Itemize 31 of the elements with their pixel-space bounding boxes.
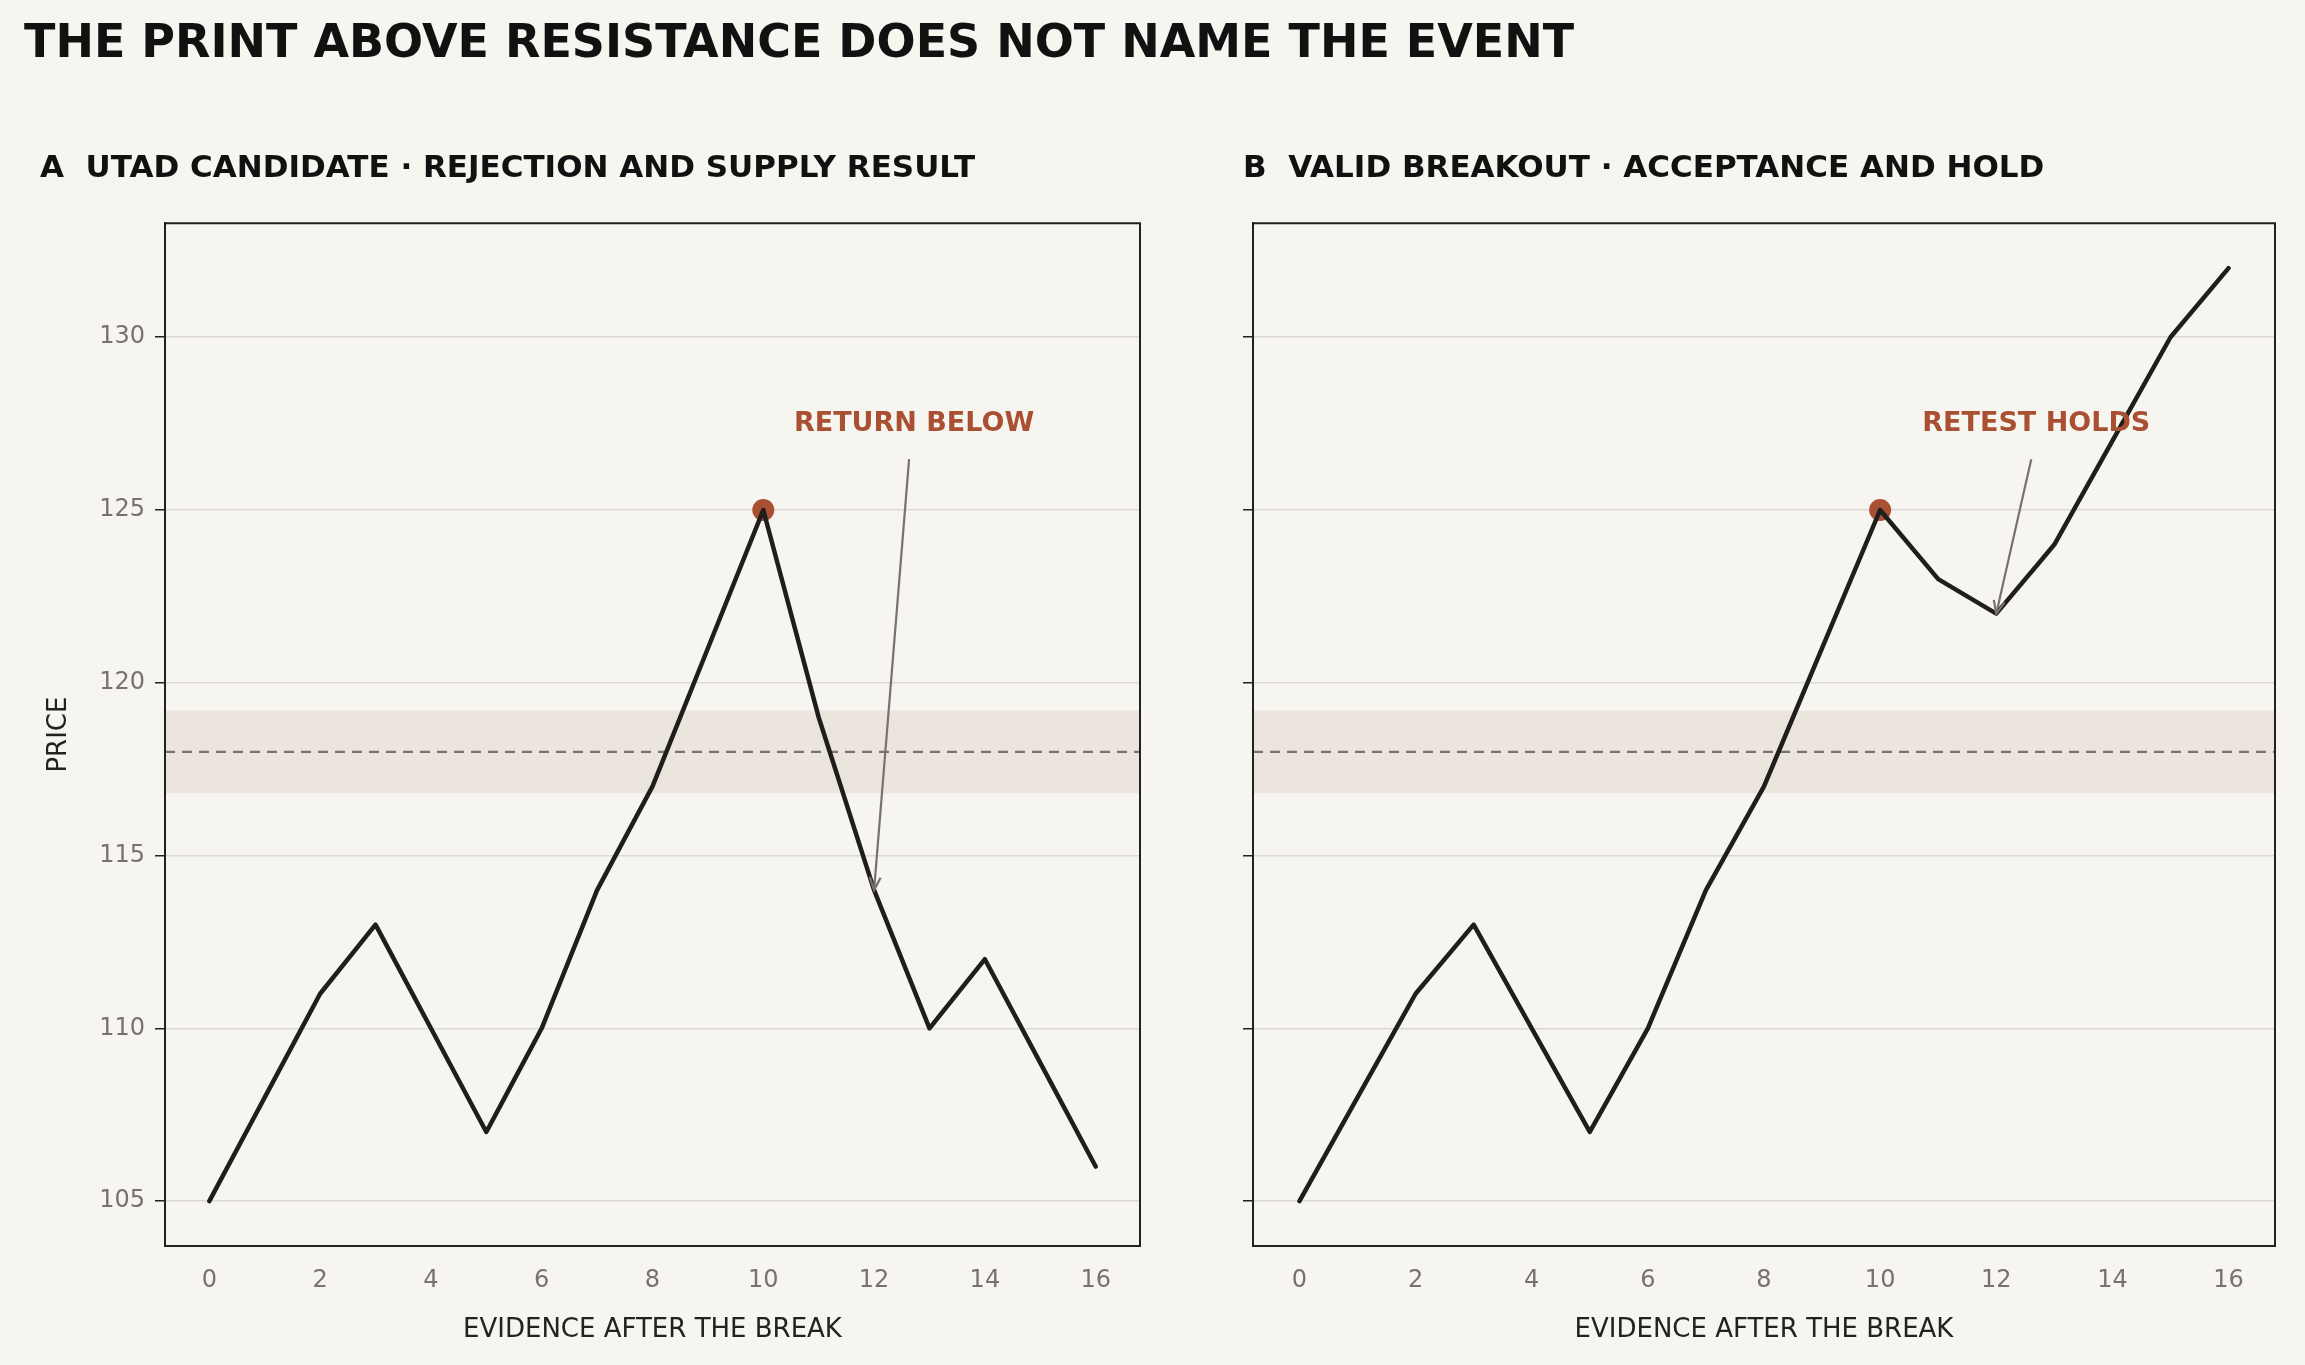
x-tick-label: 4 bbox=[423, 1264, 439, 1293]
y-tick-label: 105 bbox=[99, 1185, 146, 1214]
x-tick-label: 8 bbox=[1756, 1264, 1772, 1293]
x-tick-label: 4 bbox=[1524, 1264, 1540, 1293]
x-tick-label: 6 bbox=[534, 1264, 550, 1293]
x-tick-label: 14 bbox=[969, 1264, 1001, 1293]
x-tick-label: 10 bbox=[748, 1264, 779, 1293]
y-tick-label: 130 bbox=[99, 321, 146, 350]
annotation: RETURN BELOW bbox=[793, 405, 1035, 437]
x-tick-label: 14 bbox=[2097, 1264, 2128, 1293]
x-tick-label: 8 bbox=[644, 1264, 661, 1293]
x-axis-title: EVIDENCE AFTER THE BREAK bbox=[463, 1313, 843, 1344]
x-tick-label: 16 bbox=[1080, 1264, 1111, 1293]
x-axis-title: EVIDENCE AFTER THE BREAK bbox=[1574, 1313, 1955, 1344]
chart-title: B VALID BREAKOUT · ACCEPTANCE AND HOLD bbox=[1243, 147, 2045, 184]
x-tick-label: 10 bbox=[1864, 1264, 1896, 1293]
x-tick-label: 2 bbox=[312, 1264, 328, 1293]
chart-title: A UTAD CANDIDATE · REJECTION AND SUPPLY RESULT bbox=[40, 147, 976, 184]
x-tick-label: 0 bbox=[1291, 1264, 1308, 1293]
x-tick-label: 0 bbox=[201, 1264, 217, 1293]
y-tick-label: 125 bbox=[99, 494, 146, 523]
y-tick-label: 120 bbox=[99, 667, 146, 695]
x-tick-label: 12 bbox=[858, 1264, 890, 1293]
x-tick-label: 6 bbox=[1640, 1264, 1656, 1293]
x-tick-label: 16 bbox=[2213, 1264, 2244, 1293]
y-tick-label: 110 bbox=[99, 1012, 146, 1041]
y-tick-label: 115 bbox=[99, 839, 146, 868]
y-axis-title: PRICE bbox=[42, 696, 73, 773]
x-tick-label: 2 bbox=[1407, 1264, 1424, 1293]
text: THE PRINT ABOVE RESISTANCE DOES NOT NAME THE EVENT bbox=[24, 14, 1575, 68]
x-tick-label: 12 bbox=[1981, 1264, 2012, 1293]
